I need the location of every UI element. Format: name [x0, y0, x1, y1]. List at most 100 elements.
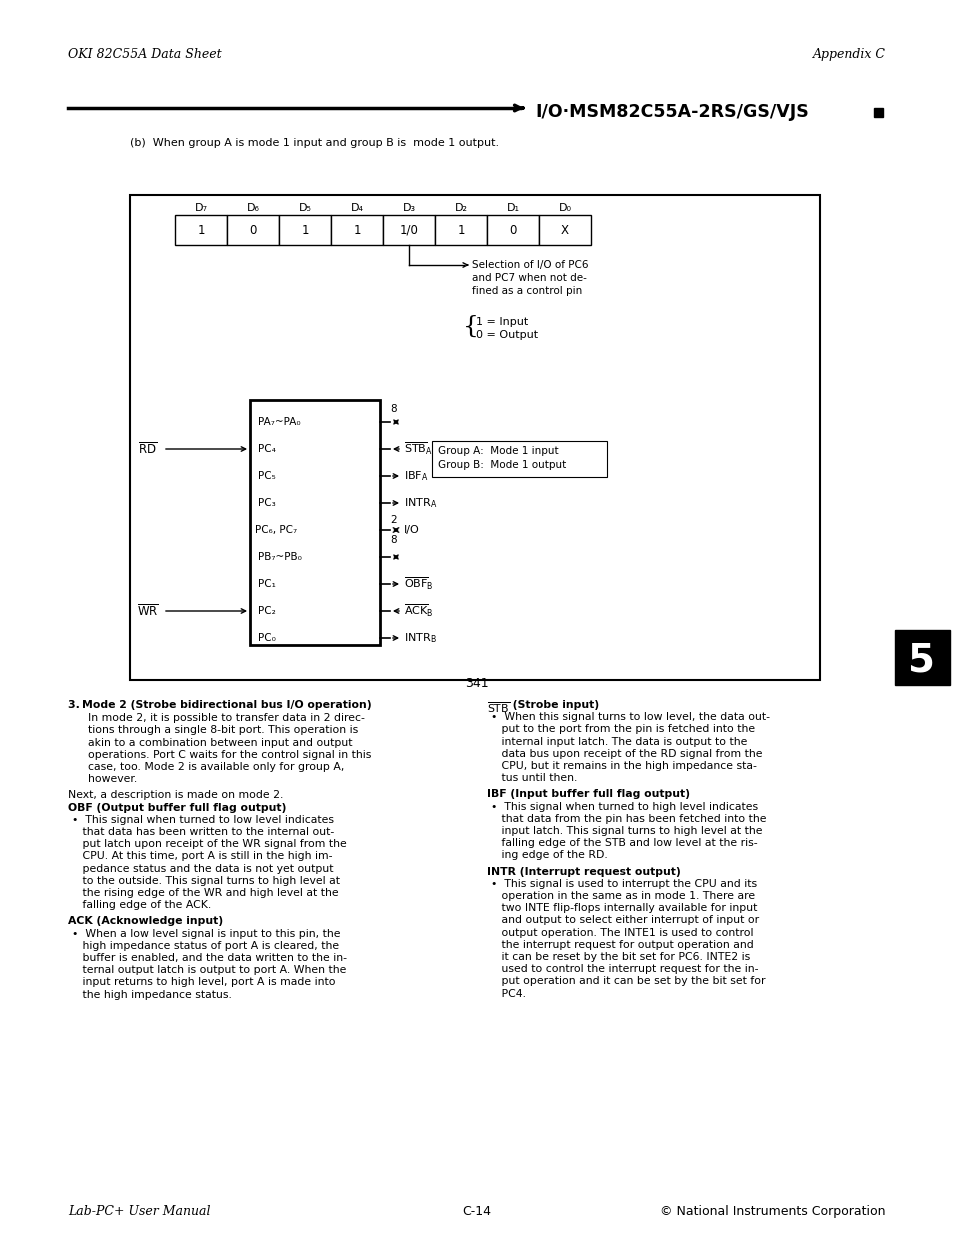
Text: IBF$_{\mathrm{A}}$: IBF$_{\mathrm{A}}$ [403, 469, 428, 483]
Text: D₂: D₂ [454, 203, 467, 212]
Bar [894, 630, 949, 685]
Text: and output to select either interrupt of input or: and output to select either interrupt of… [491, 915, 759, 925]
Text: Lab-PC+ User Manual: Lab-PC+ User Manual [68, 1205, 211, 1218]
Text: 1: 1 [456, 224, 464, 236]
Text: falling edge of the STB and low level at the ris-: falling edge of the STB and low level at… [491, 839, 757, 848]
Text: PA₇~PA₀: PA₇~PA₀ [257, 417, 300, 427]
Text: D₄: D₄ [350, 203, 363, 212]
Text: (b)  When group A is mode 1 input and group B is  mode 1 output.: (b) When group A is mode 1 input and gro… [130, 138, 498, 148]
Bar [227, 215, 278, 245]
Text: Appendix C: Appendix C [812, 48, 885, 61]
Text: IBF (Input buffer full flag output): IBF (Input buffer full flag output) [486, 789, 689, 799]
Text: $\overline{\mathrm{STB}}$: $\overline{\mathrm{STB}}$ [486, 700, 510, 715]
Text: X: X [560, 224, 568, 236]
Text: •  This signal when turned to low level indicates: • This signal when turned to low level i… [71, 815, 334, 825]
Text: falling edge of the ACK.: falling edge of the ACK. [71, 900, 211, 910]
Text: •  When this signal turns to low level, the data out-: • When this signal turns to low level, t… [491, 713, 769, 722]
Text: that data from the pin has been fetched into the: that data from the pin has been fetched … [491, 814, 765, 824]
Text: 0: 0 [509, 224, 517, 236]
Text: C-14: C-14 [462, 1205, 491, 1218]
Text: high impedance status of port A is cleared, the: high impedance status of port A is clear… [71, 941, 338, 951]
Text: input returns to high level, port A is made into: input returns to high level, port A is m… [71, 977, 335, 988]
Text: Selection of I/O of PC6
and PC7 when not de-
fined as a control pin: Selection of I/O of PC6 and PC7 when not… [472, 261, 588, 296]
Text: 1 = Input: 1 = Input [476, 317, 528, 327]
Text: the rising edge of the WR and high level at the: the rising edge of the WR and high level… [71, 888, 338, 898]
Text: In mode 2, it is possible to transfer data in 2 direc-: In mode 2, it is possible to transfer da… [88, 713, 364, 724]
Text: tions through a single 8-bit port. This operation is: tions through a single 8-bit port. This … [88, 725, 358, 735]
Bar [873, 107, 882, 117]
Bar [331, 215, 382, 245]
Text: PC₀: PC₀ [257, 634, 275, 643]
Text: ing edge of the RD.: ing edge of the RD. [491, 851, 607, 861]
Text: PC₃: PC₃ [257, 498, 275, 508]
Text: D₀: D₀ [558, 203, 571, 212]
Text: output operation. The INTE1 is used to control: output operation. The INTE1 is used to c… [491, 927, 753, 937]
Text: Group A:  Mode 1 input: Group A: Mode 1 input [437, 446, 558, 456]
Text: 3.: 3. [68, 700, 88, 710]
Text: pedance status and the data is not yet output: pedance status and the data is not yet o… [71, 863, 334, 873]
Text: © National Instruments Corporation: © National Instruments Corporation [659, 1205, 885, 1218]
Bar [486, 215, 538, 245]
Text: PC₂: PC₂ [257, 606, 275, 616]
Text: internal input latch. The data is output to the: internal input latch. The data is output… [491, 736, 746, 747]
Text: however.: however. [88, 774, 137, 784]
Text: PC₅: PC₅ [257, 471, 275, 480]
Text: $\overline{\mathrm{STB}}_{\mathrm{A}}$: $\overline{\mathrm{STB}}_{\mathrm{A}}$ [403, 441, 433, 457]
Text: INTR$_{\mathrm{B}}$: INTR$_{\mathrm{B}}$ [403, 631, 436, 645]
Text: put operation and it can be set by the bit set for: put operation and it can be set by the b… [491, 977, 764, 987]
Bar [435, 215, 486, 245]
Text: case, too. Mode 2 is available only for group A,: case, too. Mode 2 is available only for … [88, 762, 344, 772]
Text: CPU, but it remains in the high impedance sta-: CPU, but it remains in the high impedanc… [491, 761, 756, 771]
Text: the high impedance status.: the high impedance status. [71, 989, 232, 999]
Text: OBF (Output buffer full flag output): OBF (Output buffer full flag output) [68, 803, 286, 813]
Text: PB₇~PB₀: PB₇~PB₀ [257, 552, 301, 562]
Text: operations. Port C waits for the control signal in this: operations. Port C waits for the control… [88, 750, 371, 760]
Text: {: { [462, 315, 478, 338]
Text: the interrupt request for output operation and: the interrupt request for output operati… [491, 940, 753, 950]
Text: $\overline{\mathrm{OBF}}_{\mathrm{B}}$: $\overline{\mathrm{OBF}}_{\mathrm{B}}$ [403, 576, 434, 593]
Text: D₅: D₅ [298, 203, 311, 212]
Text: 0: 0 [249, 224, 256, 236]
Text: two INTE flip-flops internally available for input: two INTE flip-flops internally available… [491, 903, 757, 913]
Text: 8: 8 [391, 535, 396, 545]
Text: D₃: D₃ [402, 203, 416, 212]
Text: Next, a description is made on mode 2.: Next, a description is made on mode 2. [68, 790, 283, 800]
Text: 1/0: 1/0 [399, 224, 418, 236]
Text: 1: 1 [197, 224, 205, 236]
Text: Mode 2 (Strobe bidirectional bus I/O operation): Mode 2 (Strobe bidirectional bus I/O ope… [82, 700, 372, 710]
Text: 1: 1 [353, 224, 360, 236]
Text: 8: 8 [391, 404, 396, 414]
Bar [130, 195, 820, 680]
Bar [250, 400, 379, 645]
Text: I/O·MSM82C55A-2RS/GS/VJS: I/O·MSM82C55A-2RS/GS/VJS [535, 103, 808, 121]
Text: to the outside. This signal turns to high level at: to the outside. This signal turns to hig… [71, 876, 339, 885]
Bar [538, 215, 590, 245]
Text: 341: 341 [465, 677, 488, 690]
Text: put latch upon receipt of the WR signal from the: put latch upon receipt of the WR signal … [71, 840, 346, 850]
Text: 2: 2 [391, 515, 396, 525]
Text: used to control the interrupt request for the in-: used to control the interrupt request fo… [491, 965, 758, 974]
Bar [382, 215, 435, 245]
Text: it can be reset by the bit set for PC6. INTE2 is: it can be reset by the bit set for PC6. … [491, 952, 749, 962]
Text: •  This signal is used to interrupt the CPU and its: • This signal is used to interrupt the C… [491, 879, 757, 889]
Text: that data has been written to the internal out-: that data has been written to the intern… [71, 827, 334, 837]
Text: ternal output latch is output to port A. When the: ternal output latch is output to port A.… [71, 966, 346, 976]
Text: akin to a combination between input and output: akin to a combination between input and … [88, 737, 352, 747]
Text: PC₄: PC₄ [257, 445, 275, 454]
Text: buffer is enabled, and the data written to the in-: buffer is enabled, and the data written … [71, 953, 347, 963]
Text: $\overline{\mathrm{WR}}$: $\overline{\mathrm{WR}}$ [137, 603, 159, 619]
Text: $\overline{\mathrm{RD}}$: $\overline{\mathrm{RD}}$ [138, 441, 157, 457]
Text: D₇: D₇ [194, 203, 208, 212]
Text: D₆: D₆ [246, 203, 259, 212]
Text: operation in the same as in mode 1. There are: operation in the same as in mode 1. Ther… [491, 890, 755, 902]
Text: put to the port from the pin is fetched into the: put to the port from the pin is fetched … [491, 725, 755, 735]
Text: $\overline{\mathrm{ACK}}_{\mathrm{B}}$: $\overline{\mathrm{ACK}}_{\mathrm{B}}$ [403, 603, 433, 619]
Text: CPU. At this time, port A is still in the high im-: CPU. At this time, port A is still in th… [71, 851, 333, 861]
Text: INTR$_{\mathrm{A}}$: INTR$_{\mathrm{A}}$ [403, 496, 437, 510]
Text: D₁: D₁ [506, 203, 519, 212]
Text: ACK (Acknowledge input): ACK (Acknowledge input) [68, 916, 223, 926]
Text: 0 = Output: 0 = Output [476, 330, 537, 340]
Text: •  When a low level signal is input to this pin, the: • When a low level signal is input to th… [71, 929, 340, 939]
Text: PC4.: PC4. [491, 988, 525, 999]
Text: 1: 1 [301, 224, 309, 236]
